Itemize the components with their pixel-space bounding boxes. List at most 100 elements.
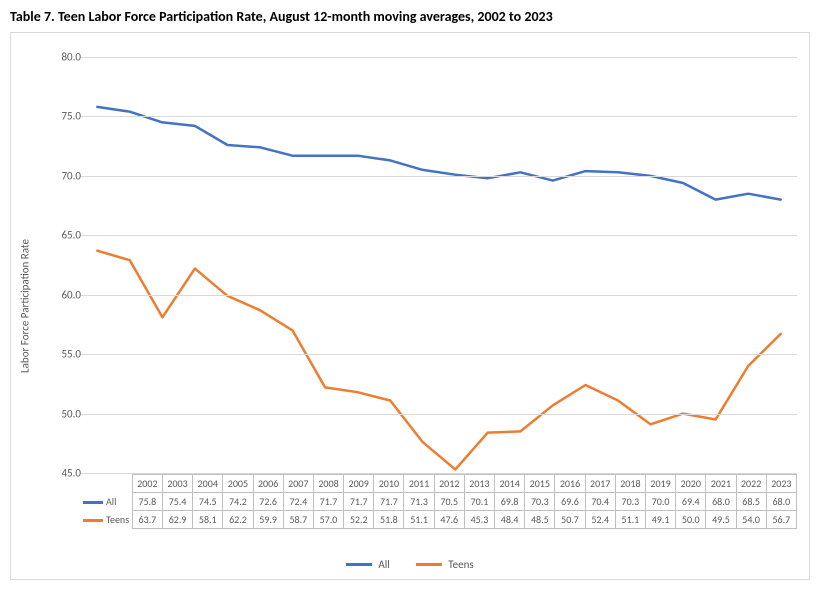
series-line-all: [97, 107, 780, 200]
table-cell: 58.7: [283, 511, 313, 529]
table-header-cell: 2021: [706, 475, 736, 493]
gridline: [81, 414, 797, 415]
table-cell: 51.8: [374, 511, 404, 529]
gridline: [81, 295, 797, 296]
table-header-cell: 2002: [132, 475, 162, 493]
y-axis-title: Labor Force Participation Rate: [19, 239, 32, 373]
table-header-cell: 2015: [525, 475, 555, 493]
table-header-cell: 2006: [253, 475, 283, 493]
ytick-label: 80.0: [41, 51, 81, 64]
table-cell: 51.1: [404, 511, 434, 529]
table-cell: 71.7: [313, 493, 343, 511]
table-header-cell: 2019: [645, 475, 675, 493]
table-cell: 50.7: [555, 511, 585, 529]
table-header-cell: 2007: [283, 475, 313, 493]
table-cell: 69.6: [555, 493, 585, 511]
table-cell: 70.3: [525, 493, 555, 511]
table-header-cell: 2005: [223, 475, 253, 493]
ytick-label: 55.0: [41, 348, 81, 361]
table-header-cell: 2016: [555, 475, 585, 493]
legend-label-teens: Teens: [448, 558, 473, 571]
table-cell: 68.0: [706, 493, 736, 511]
table-header-cell: 2003: [162, 475, 192, 493]
table-header-cell: 2018: [615, 475, 645, 493]
table-cell: 74.2: [223, 493, 253, 511]
legend: All Teens: [11, 556, 809, 571]
gridline: [81, 57, 797, 58]
table-cell: 62.9: [162, 511, 192, 529]
table-cell: 58.1: [193, 511, 223, 529]
table-header-cell: 2008: [313, 475, 343, 493]
table-cell: 70.3: [615, 493, 645, 511]
table-cell: 71.7: [344, 493, 374, 511]
table-cell: 54.0: [736, 511, 766, 529]
table-cell: 49.1: [645, 511, 675, 529]
ytick-label: 45.0: [41, 467, 81, 480]
row-label: All: [106, 495, 116, 508]
table-cell: 70.0: [645, 493, 675, 511]
table-cell: 70.5: [434, 493, 464, 511]
table-header-cell: 2009: [344, 475, 374, 493]
table-rowhead-all: All: [81, 493, 132, 511]
series-lines: [81, 57, 797, 473]
table-header-cell: 2004: [193, 475, 223, 493]
row-label: Teens: [106, 513, 129, 526]
table-cell: 69.4: [676, 493, 706, 511]
ytick-label: 60.0: [41, 288, 81, 301]
table-cell: 47.6: [434, 511, 464, 529]
ytick-label: 70.0: [41, 169, 81, 182]
table-cell: 72.6: [253, 493, 283, 511]
table-header-cell: 2022: [736, 475, 766, 493]
ytick-label: 50.0: [41, 407, 81, 420]
table-header-cell: 2014: [495, 475, 525, 493]
legend-swatch-all: [346, 563, 372, 566]
table-rowhead-teens: Teens: [81, 511, 132, 529]
table-header-cell: 2017: [585, 475, 615, 493]
ytick-label: 75.0: [41, 110, 81, 123]
table-cell: 50.0: [676, 511, 706, 529]
legend-label-all: All: [378, 558, 389, 571]
table-cell: 74.5: [193, 493, 223, 511]
gridline: [81, 116, 797, 117]
legend-item-teens: Teens: [416, 558, 473, 571]
table-corner: [81, 475, 132, 493]
table-cell: 71.7: [374, 493, 404, 511]
table-header-cell: 2010: [374, 475, 404, 493]
row-swatch-icon: [83, 501, 103, 504]
table-header-cell: 2023: [766, 475, 796, 493]
row-swatch-icon: [83, 519, 103, 522]
table-cell: 52.2: [344, 511, 374, 529]
table-cell: 49.5: [706, 511, 736, 529]
table-cell: 68.5: [736, 493, 766, 511]
table-cell: 69.8: [495, 493, 525, 511]
table-header-cell: 2020: [676, 475, 706, 493]
table-cell: 70.4: [585, 493, 615, 511]
table-cell: 48.4: [495, 511, 525, 529]
chart-title: Table 7. Teen Labor Force Participation …: [10, 8, 553, 25]
table-cell: 63.7: [132, 511, 162, 529]
table-cell: 51.1: [615, 511, 645, 529]
table-cell: 45.3: [464, 511, 494, 529]
table-cell: 62.2: [223, 511, 253, 529]
series-line-teens: [97, 251, 780, 470]
table-cell: 59.9: [253, 511, 283, 529]
gridline: [81, 176, 797, 177]
table-cell: 75.8: [132, 493, 162, 511]
table-header-cell: 2013: [464, 475, 494, 493]
legend-item-all: All: [346, 558, 389, 571]
table-cell: 52.4: [585, 511, 615, 529]
table-cell: 48.5: [525, 511, 555, 529]
table-cell: 68.0: [766, 493, 796, 511]
ytick-label: 65.0: [41, 229, 81, 242]
table-cell: 72.4: [283, 493, 313, 511]
data-table: 2002200320042005200620072008200920102011…: [81, 474, 797, 529]
plot-area: [81, 57, 797, 473]
table-cell: 75.4: [162, 493, 192, 511]
table-header-cell: 2012: [434, 475, 464, 493]
table-cell: 57.0: [313, 511, 343, 529]
table-cell: 56.7: [766, 511, 796, 529]
chart-frame: Labor Force Participation Rate 45.0 50.0 5…: [10, 32, 810, 580]
table-cell: 70.1: [464, 493, 494, 511]
table-header-cell: 2011: [404, 475, 434, 493]
gridline: [81, 235, 797, 236]
